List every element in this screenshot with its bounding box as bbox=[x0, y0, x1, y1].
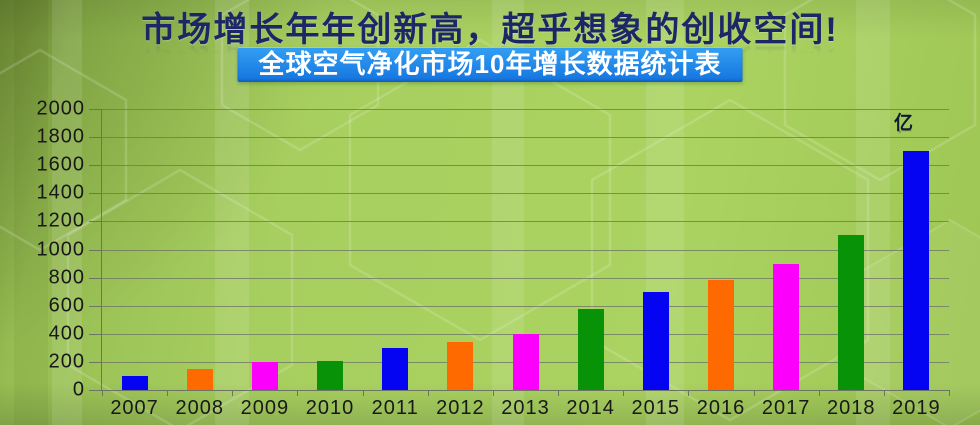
y-tick-label: 400 bbox=[48, 322, 85, 345]
gridline bbox=[102, 305, 949, 307]
y-axis-tick bbox=[89, 193, 102, 195]
bar-2015 bbox=[642, 291, 669, 390]
bar-2007 bbox=[121, 375, 148, 390]
x-tick-label: 2012 bbox=[436, 397, 485, 419]
x-axis-tick bbox=[558, 390, 560, 396]
y-axis-tick bbox=[89, 333, 102, 335]
y-axis-tick bbox=[89, 109, 102, 110]
x-tick-label: 2019 bbox=[892, 397, 941, 419]
y-tick-label: 1800 bbox=[36, 125, 85, 148]
unit-label: 亿 bbox=[894, 113, 914, 134]
x-tick-label: 2018 bbox=[827, 397, 876, 419]
x-axis-tick bbox=[427, 390, 429, 396]
x-axis-tick bbox=[688, 390, 690, 396]
subtitle-banner-text: 全球空气净化市场10年增长数据统计表 bbox=[258, 49, 722, 79]
y-axis-tick bbox=[89, 221, 102, 223]
x-axis-tick bbox=[167, 390, 169, 396]
x-axis-tick bbox=[753, 390, 755, 396]
y-axis-tick bbox=[89, 390, 102, 391]
x-axis-tick bbox=[883, 390, 885, 396]
y-axis-tick bbox=[89, 165, 102, 167]
x-axis-tick bbox=[297, 390, 299, 396]
y-tick-label: 2000 bbox=[36, 97, 85, 120]
page-title: 市场增长年年创新高，超乎想象的创收空间! bbox=[141, 11, 839, 49]
x-tick-label: 2015 bbox=[631, 397, 681, 419]
x-axis-tick bbox=[362, 390, 364, 396]
subtitle-banner: 全球空气净化市场10年增长数据统计表 bbox=[237, 47, 743, 82]
bar-2008 bbox=[186, 368, 213, 390]
x-axis-tick bbox=[623, 390, 625, 396]
x-axis-tick bbox=[949, 390, 950, 396]
gridline bbox=[102, 221, 949, 223]
bar-2009 bbox=[251, 361, 278, 390]
y-tick-label: 1400 bbox=[36, 181, 85, 204]
y-axis-tick bbox=[89, 249, 102, 251]
bar-2013 bbox=[512, 333, 539, 390]
x-tick-label: 2013 bbox=[501, 397, 550, 419]
gridline bbox=[102, 137, 949, 139]
gridline bbox=[102, 165, 949, 167]
bar-2011 bbox=[382, 347, 409, 390]
x-axis-tick bbox=[232, 390, 234, 396]
y-tick-label: 1000 bbox=[36, 238, 85, 260]
y-tick-label: 600 bbox=[48, 294, 85, 317]
bar-2012 bbox=[447, 342, 474, 390]
bar-2016 bbox=[707, 280, 734, 390]
y-tick-label: 200 bbox=[48, 350, 85, 373]
x-axis-tick bbox=[102, 390, 103, 396]
y-tick-label: 1600 bbox=[36, 153, 85, 176]
bar-2019 bbox=[903, 151, 930, 390]
gridline bbox=[102, 277, 949, 279]
gridline bbox=[102, 109, 949, 110]
x-axis-tick bbox=[818, 390, 820, 396]
gridline bbox=[102, 249, 949, 251]
x-tick-label: 2017 bbox=[761, 397, 811, 419]
y-axis-tick bbox=[89, 277, 102, 279]
plot-area: 0 200 400 600 800 1000 1200 1400 1600 1800 2000 200… bbox=[37, 98, 950, 419]
x-tick-label: 2014 bbox=[566, 397, 615, 419]
y-tick-label: 800 bbox=[48, 266, 85, 289]
x-tick-label: 2011 bbox=[371, 397, 419, 419]
bar-2014 bbox=[577, 308, 604, 390]
y-axis-tick bbox=[89, 305, 102, 307]
x-tick-label: 2010 bbox=[305, 397, 355, 419]
x-tick-label: 2008 bbox=[175, 397, 224, 419]
y-axis-tick bbox=[89, 361, 102, 363]
y-tick-label: 0 bbox=[72, 378, 85, 401]
gridline bbox=[102, 193, 949, 195]
bar-2010 bbox=[317, 360, 344, 390]
x-tick-label: 2007 bbox=[110, 397, 159, 419]
y-tick-label: 1200 bbox=[36, 209, 85, 232]
x-tick-label: 2016 bbox=[696, 397, 746, 419]
bar-2017 bbox=[773, 263, 800, 390]
y-axis-tick bbox=[89, 137, 102, 139]
x-tick-label: 2009 bbox=[240, 397, 290, 419]
bar-2018 bbox=[838, 235, 865, 390]
x-axis-tick bbox=[492, 390, 494, 396]
